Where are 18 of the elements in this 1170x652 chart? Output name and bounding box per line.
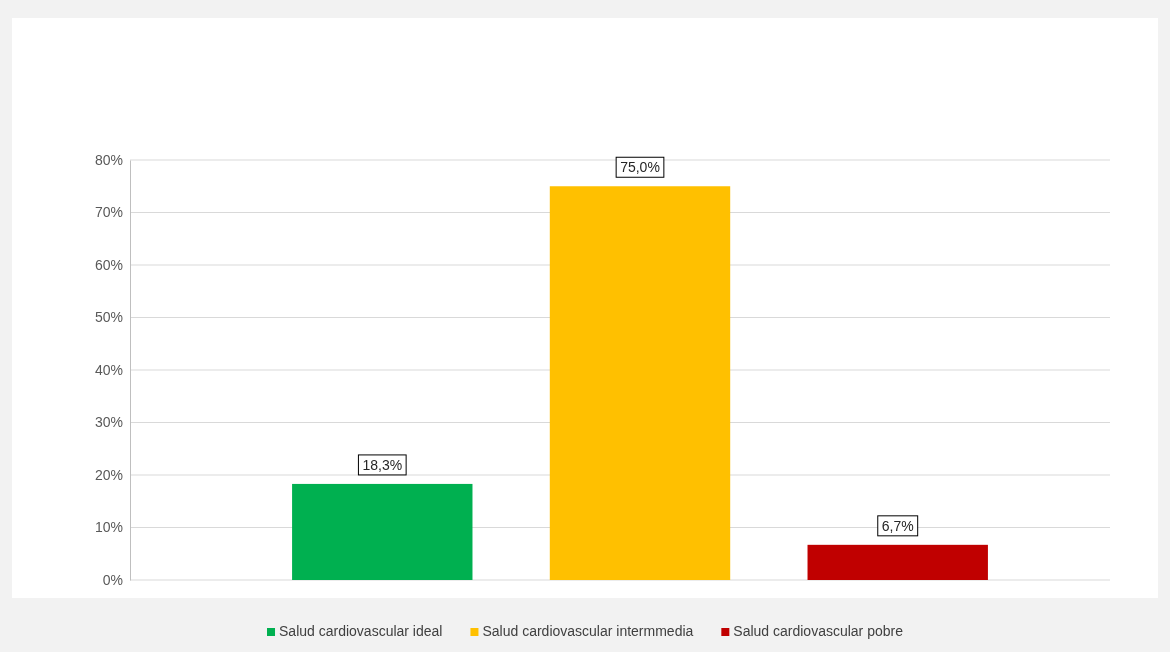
bar bbox=[292, 483, 473, 580]
data-label: 18,3% bbox=[362, 456, 403, 473]
legend-label: Salud cardiovascular pobre bbox=[733, 623, 904, 639]
y-tick-label: 80% bbox=[94, 151, 123, 168]
y-tick-label: 20% bbox=[94, 466, 123, 483]
legend-label: Salud cardiovascular intermmedia bbox=[482, 623, 694, 639]
bar bbox=[549, 186, 731, 580]
y-tick-label: 0% bbox=[102, 571, 123, 588]
y-tick-label: 60% bbox=[94, 256, 123, 273]
bar bbox=[807, 544, 988, 580]
data-label: 6,7% bbox=[881, 517, 914, 534]
y-tick-label: 30% bbox=[94, 414, 123, 431]
y-tick-label: 70% bbox=[94, 204, 123, 221]
y-tick-label: 50% bbox=[94, 309, 123, 326]
y-tick-label: 10% bbox=[94, 519, 123, 536]
y-tick-label: 40% bbox=[94, 361, 123, 378]
data-label: 75,0% bbox=[620, 159, 660, 176]
legend-label: Salud cardiovascular ideal bbox=[279, 623, 443, 639]
